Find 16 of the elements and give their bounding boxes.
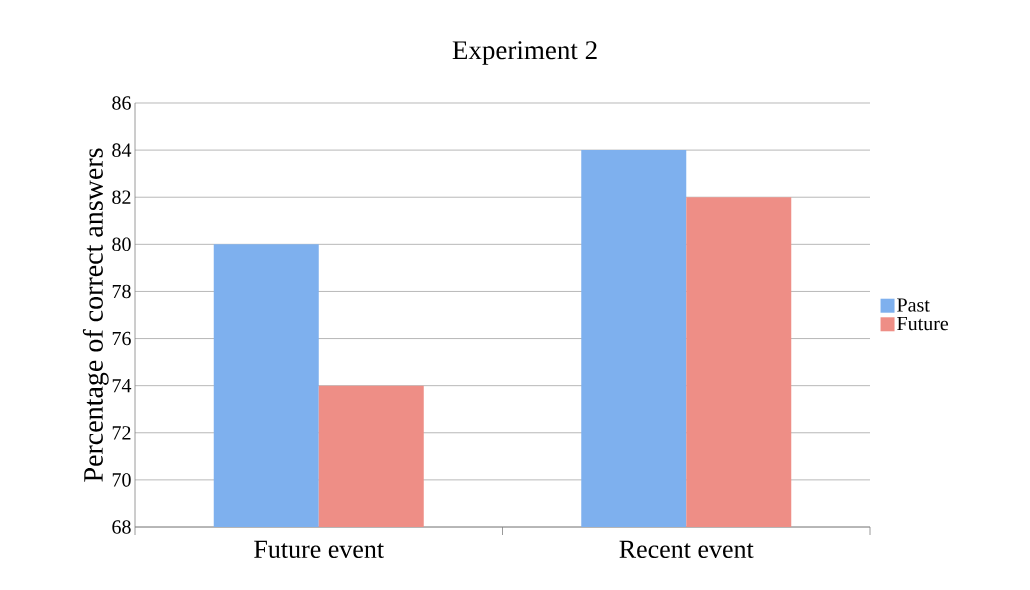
y-tick-label: 74 xyxy=(112,379,132,393)
y-tick-label: 68 xyxy=(112,520,131,534)
y-axis-title: Percentage of correct answers xyxy=(82,148,109,482)
y-tick-label: 86 xyxy=(112,96,131,110)
y-tick-label: 72 xyxy=(112,426,131,440)
y-tick-label: 76 xyxy=(112,331,131,346)
x-tick-label: Recent event xyxy=(619,540,754,559)
y-tick-label: 82 xyxy=(112,190,131,204)
legend-label: Future xyxy=(897,316,949,331)
y-tick-label: 78 xyxy=(112,284,131,299)
x-tick-label: Future event xyxy=(254,540,384,559)
y-tick-label: 80 xyxy=(112,237,131,252)
y-tick-label: 84 xyxy=(112,143,132,157)
legend-label: Past xyxy=(897,298,930,312)
chart-title: Experiment 2 xyxy=(452,41,597,65)
y-tick-label: 70 xyxy=(112,473,131,487)
